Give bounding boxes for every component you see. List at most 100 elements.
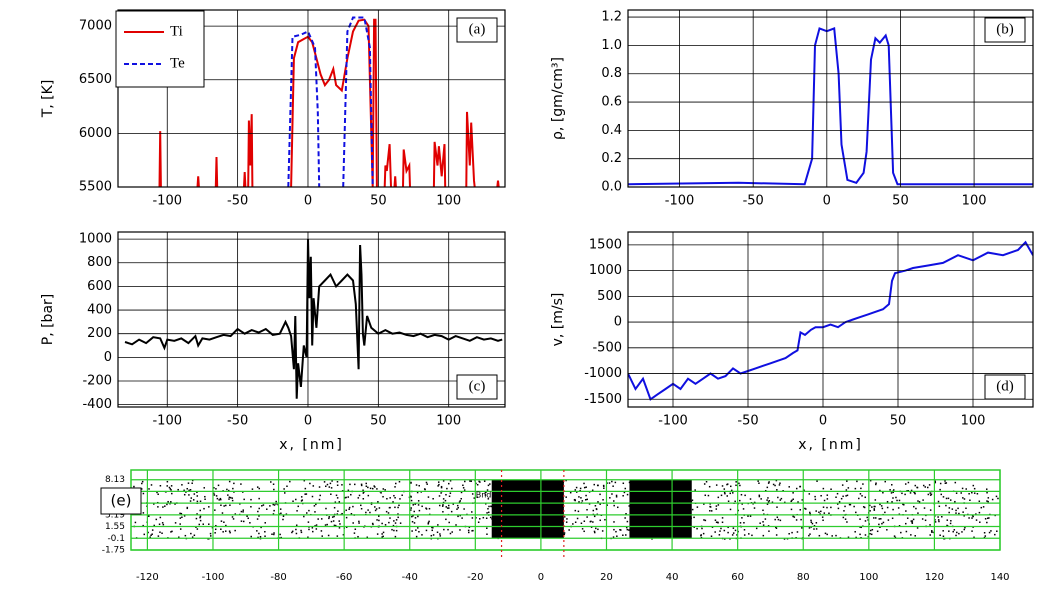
atom xyxy=(903,503,905,506)
atom xyxy=(980,506,983,509)
atom xyxy=(939,534,941,537)
atom xyxy=(133,485,135,488)
atom xyxy=(585,494,587,497)
atom xyxy=(889,489,891,491)
atom xyxy=(724,492,726,495)
atom xyxy=(867,519,869,521)
atom xyxy=(613,521,615,523)
atom xyxy=(944,482,947,484)
x-tick-label: 80 xyxy=(797,572,810,583)
atom xyxy=(703,519,705,521)
atom xyxy=(611,493,613,495)
atom xyxy=(810,521,813,523)
atom xyxy=(336,497,339,499)
atom xyxy=(916,486,918,489)
atom xyxy=(204,498,206,501)
atom xyxy=(193,493,196,495)
atom xyxy=(821,516,824,518)
atom xyxy=(191,482,193,484)
atom xyxy=(866,516,868,519)
atom xyxy=(768,500,771,502)
atom xyxy=(282,515,285,518)
atom xyxy=(820,510,822,513)
atom xyxy=(591,489,594,492)
atom xyxy=(581,528,584,530)
atom xyxy=(777,518,780,521)
atom xyxy=(964,526,966,529)
atom xyxy=(615,494,618,497)
atom xyxy=(425,507,427,509)
atom xyxy=(427,496,430,498)
atom xyxy=(956,531,958,534)
atom xyxy=(258,507,260,510)
atom xyxy=(250,506,252,508)
atom xyxy=(565,496,567,498)
atom xyxy=(442,504,444,506)
atom xyxy=(950,520,952,522)
atom xyxy=(430,534,433,537)
atom xyxy=(196,513,198,515)
atom xyxy=(437,481,440,483)
atom xyxy=(295,498,297,501)
atom xyxy=(457,515,459,518)
atom xyxy=(762,524,765,526)
atom xyxy=(878,518,881,520)
atom xyxy=(760,498,762,500)
atom xyxy=(880,505,883,507)
atom xyxy=(767,497,769,499)
plot-frame xyxy=(627,231,1034,408)
atom xyxy=(399,498,401,500)
atom xyxy=(476,483,479,486)
atom xyxy=(240,510,243,513)
atom xyxy=(412,515,414,517)
atom xyxy=(418,531,420,533)
atom xyxy=(869,479,872,482)
atom xyxy=(955,512,957,514)
annotation: (a) xyxy=(469,21,486,37)
atom xyxy=(968,517,970,519)
atom xyxy=(229,496,232,499)
atom xyxy=(260,526,262,529)
atom xyxy=(142,492,145,495)
atom xyxy=(717,521,719,524)
atom xyxy=(796,531,799,533)
atom xyxy=(847,487,850,489)
atom xyxy=(952,530,954,533)
atom xyxy=(982,506,985,508)
atom xyxy=(233,482,235,485)
atom xyxy=(156,491,158,494)
atom xyxy=(910,489,913,492)
atom xyxy=(816,480,818,482)
atom xyxy=(426,483,428,485)
atom xyxy=(842,516,845,519)
atom xyxy=(488,505,490,508)
atom xyxy=(339,523,341,525)
atom xyxy=(283,488,285,490)
atom xyxy=(486,533,488,535)
atom xyxy=(174,503,176,505)
atom xyxy=(460,497,462,500)
atom xyxy=(986,521,988,524)
atom xyxy=(917,500,919,502)
atom xyxy=(257,510,259,513)
atom xyxy=(443,528,445,531)
atom xyxy=(240,483,242,485)
atom xyxy=(906,517,909,519)
atom xyxy=(623,491,626,494)
atom xyxy=(486,527,488,529)
atom xyxy=(338,527,341,529)
atom xyxy=(487,484,490,487)
atom xyxy=(397,513,399,515)
atom xyxy=(846,521,848,523)
atom xyxy=(907,489,910,492)
atom xyxy=(270,481,272,483)
atom xyxy=(195,517,198,520)
atom xyxy=(271,533,273,535)
atom xyxy=(717,496,720,499)
atom xyxy=(864,534,867,536)
atom xyxy=(784,501,786,504)
atom xyxy=(939,488,941,491)
atom xyxy=(809,513,811,515)
x-tick-label: 100 xyxy=(859,572,878,583)
atom xyxy=(432,497,434,500)
